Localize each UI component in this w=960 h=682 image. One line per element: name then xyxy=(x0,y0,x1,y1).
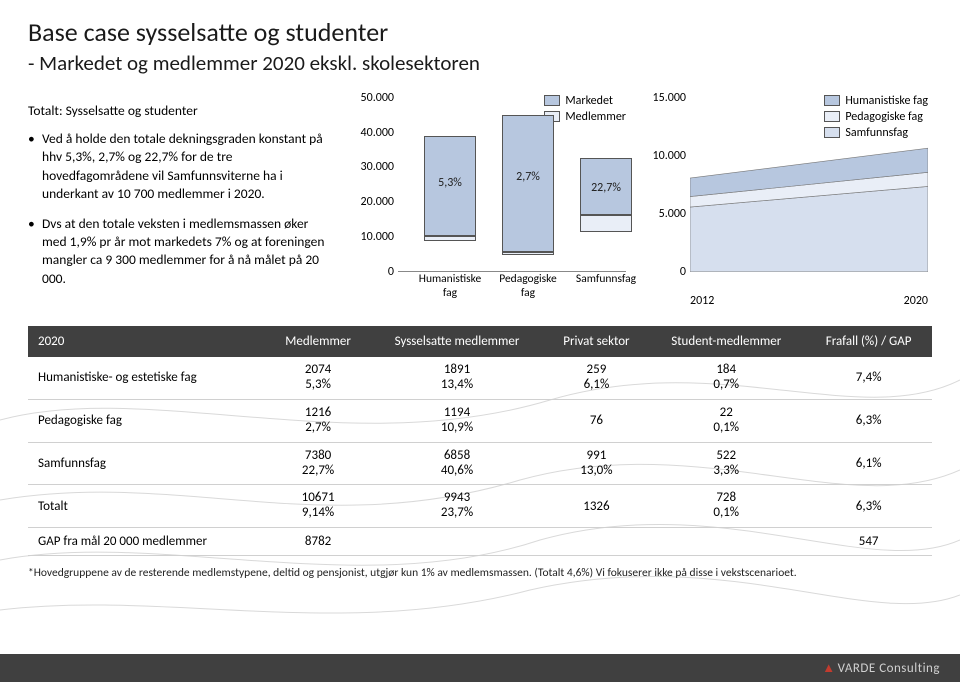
table-header: 2020 xyxy=(28,326,268,357)
data-table: 2020MedlemmerSysselsatte medlemmerPrivat… xyxy=(28,326,932,557)
area-y-axis: 15.00010.0005.0000 xyxy=(642,98,688,272)
table-row: Pedagogiske fag12162,7%119410,9%76220,1%… xyxy=(28,399,932,442)
bar-chart-panel: Markedet Medlemmer 50.00040.00030.00020.… xyxy=(350,94,630,308)
table-header: Privat sektor xyxy=(546,326,648,357)
footer: ▲VARDE Consulting xyxy=(0,654,960,682)
table-header: Sysselsatte medlemmer xyxy=(368,326,545,357)
footnote: *Hovedgruppene av de resterende medlemst… xyxy=(28,566,932,580)
table-row: Humanistiske- og estetiske fag20745,3%18… xyxy=(28,357,932,399)
summary-panel: Totalt: Sysselsatte og studenter Ved å h… xyxy=(28,94,338,308)
footer-logo: ▲VARDE Consulting xyxy=(822,660,940,676)
bar-plot: 5,3%2,7%22,7% xyxy=(398,98,626,272)
table-row: Totalt106719,14%994323,7%13267280,1%6,3% xyxy=(28,485,932,528)
footer-logo-text: VARDE Consulting xyxy=(838,661,940,676)
page-subtitle: - Markedet og medlemmer 2020 ekskl. skol… xyxy=(28,50,932,76)
area-plot xyxy=(690,98,928,272)
footer-logo-icon: ▲ xyxy=(822,661,835,676)
table-row: GAP fra mål 20 000 medlemmer8782547 xyxy=(28,528,932,556)
summary-heading: Totalt: Sysselsatte og studenter xyxy=(28,102,334,120)
area-chart-panel: Humanistiske fag Pedagogiske fag Samfunn… xyxy=(642,94,932,308)
table-header: Medlemmer xyxy=(268,326,369,357)
table-header: Student-medlemmer xyxy=(647,326,805,357)
table-row: Samfunnsfag738022,7%685840,6%99113,0%522… xyxy=(28,442,932,485)
summary-bullet-1: Ved å holde den totale dekningsgraden ko… xyxy=(28,130,334,203)
bar-x-labels: Humanistiske fagPedagogiske fagSamfunnsf… xyxy=(398,272,626,294)
bar-y-axis: 50.00040.00030.00020.00010.0000 xyxy=(350,98,396,272)
summary-bullet-2: Dvs at den totale veksten i medlemsmasse… xyxy=(28,215,334,288)
table-header: Frafall (%) / GAP xyxy=(805,326,932,357)
page-title: Base case sysselsatte og studenter xyxy=(28,18,932,48)
